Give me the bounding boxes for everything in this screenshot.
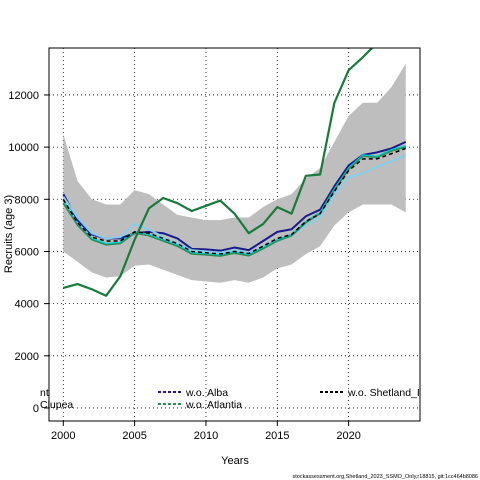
x-tick-label: 2020 [336, 430, 360, 442]
y-axis-title: Recruits (age 3) [3, 195, 15, 273]
plot-frame [48, 47, 421, 422]
series-line-1 [62, 154, 407, 254]
x-axis-ticks: 2000 2005 2010 2015 2020 [51, 421, 361, 442]
y-tick-label: 12000 [8, 90, 39, 102]
y-tick-label: 6000 [15, 246, 39, 258]
confidence-band-layer [63, 63, 406, 283]
y-tick-label: 4000 [15, 299, 39, 311]
x-tick-label: 2000 [51, 430, 75, 442]
series-line-5 [62, 48, 374, 297]
series-line-0 [62, 140, 407, 252]
legend-label: w.o. Alba [185, 387, 228, 399]
series-line-4 [62, 147, 406, 255]
x-tick-label: 2015 [265, 430, 289, 442]
legend-label: Clupea [40, 399, 73, 411]
legend-label: nt [40, 387, 49, 399]
y-tick-label: 0 [33, 403, 39, 415]
x-axis-title: Years [221, 455, 249, 467]
x-tick-label: 2005 [122, 430, 146, 442]
legend-label: w.o. Atlantia [185, 399, 242, 411]
x-tick-label: 2010 [194, 430, 218, 442]
y-tick-label: 8000 [15, 194, 39, 206]
footer-source: stockassessment.org,Shetland_2023_SSMO_O… [293, 474, 479, 480]
y-axis-ticks: 0 2000 4000 6000 8000 10000 12000 [8, 90, 49, 415]
confidence-band [63, 63, 406, 283]
series-line-3 [62, 146, 406, 257]
y-tick-label: 10000 [8, 142, 39, 154]
series-layer [62, 48, 407, 297]
legend-label: w.o. Shetland_I [347, 387, 420, 399]
y-tick-label: 2000 [15, 351, 39, 363]
